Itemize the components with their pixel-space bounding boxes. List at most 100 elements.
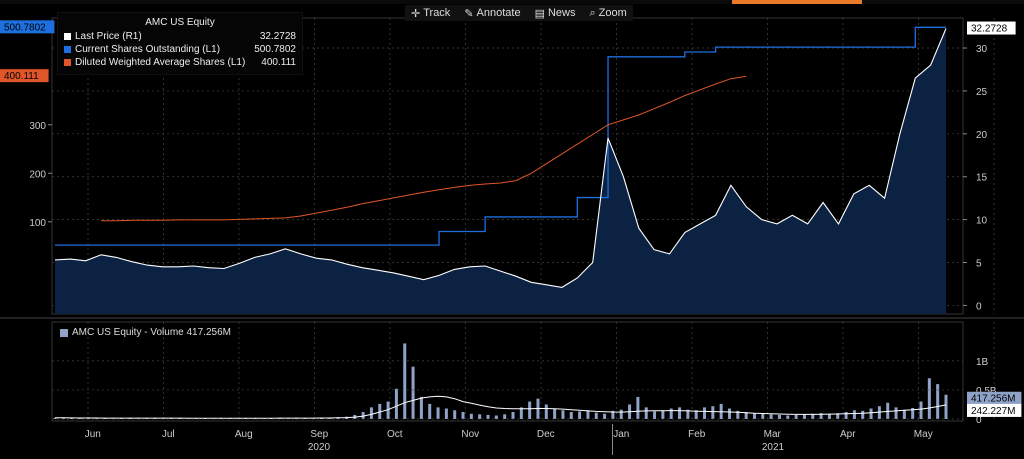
volume-swatch-icon	[60, 328, 68, 337]
legend-label: Last Price (R1)	[75, 31, 142, 42]
left-tick-label: 300	[29, 121, 46, 132]
volume-bar	[603, 413, 607, 419]
right-tick-label: 10	[976, 216, 988, 227]
volume-bar	[436, 407, 440, 419]
volume-bar	[794, 414, 798, 419]
volume-bar	[653, 411, 657, 419]
track-label: Track	[423, 7, 451, 19]
volume-bar	[644, 407, 648, 419]
news-button[interactable]: ▤ News	[529, 5, 582, 21]
zoom-button[interactable]: ⌕ Zoom	[584, 5, 633, 21]
volume-bar	[902, 409, 906, 419]
volume-legend[interactable]: AMC US Equity - Volume 417.256M	[60, 327, 231, 338]
legend-swatch-icon	[64, 46, 71, 53]
volume-bar	[786, 415, 790, 419]
volume-bar	[528, 401, 532, 419]
volume-bar	[578, 411, 582, 419]
volume-bar	[378, 403, 382, 419]
volume-bar	[694, 410, 698, 419]
left-tick-label: 100	[29, 218, 46, 229]
volume-bar	[877, 406, 881, 419]
volume-bar	[561, 410, 565, 419]
volume-bar	[852, 410, 856, 419]
volume-bar	[686, 409, 690, 419]
legend-label: Current Shares Outstanding (L1)	[75, 44, 221, 55]
volume-bar	[678, 407, 682, 419]
top-menu-strip	[0, 0, 1024, 4]
volume-tick-label: 0.5B	[976, 386, 997, 397]
volume-bar	[411, 366, 415, 419]
volume-bar	[70, 417, 74, 419]
volume-bar	[53, 417, 57, 419]
legend-value: 400.111	[261, 57, 296, 68]
chart-toolbar: ✛ Track ✎ Annotate ▤ News ⌕ Zoom	[405, 5, 633, 21]
right-tick-label: 5	[976, 259, 982, 270]
volume-bar	[361, 412, 365, 419]
volume-bar	[619, 409, 623, 419]
track-button[interactable]: ✛ Track	[405, 5, 456, 21]
month-label: Apr	[840, 429, 856, 440]
volume-bar	[844, 412, 848, 419]
volume-panel-frame	[51, 321, 964, 422]
flag-volume-average-text: 242.227M	[971, 406, 1015, 417]
right-tick-label: 15	[976, 173, 988, 184]
security-field-tab[interactable]	[732, 0, 862, 4]
shares-outstanding-line	[55, 26, 946, 246]
volume-bar	[245, 418, 249, 419]
volume-bar	[927, 378, 931, 419]
volume-bar	[886, 402, 890, 419]
month-label: Oct	[387, 429, 403, 440]
month-label: Feb	[688, 429, 706, 440]
price-area	[55, 28, 946, 314]
month-label: Jul	[162, 429, 175, 440]
volume-bar	[636, 396, 640, 419]
volume-bar	[386, 401, 390, 419]
volume-bar	[894, 407, 898, 419]
annotate-label: Annotate	[476, 7, 521, 19]
price-legend: AMC US Equity Last Price (R1) 32.2728 Cu…	[57, 12, 303, 75]
volume-bar	[836, 413, 840, 419]
volume-bar	[944, 394, 948, 419]
month-label: Jan	[613, 429, 629, 440]
volume-bar	[469, 413, 473, 419]
volume-bar	[777, 414, 781, 419]
legend-row-last-price[interactable]: Last Price (R1) 32.2728	[64, 30, 296, 43]
flag-shares-outstanding-box	[0, 20, 55, 34]
volume-bar	[403, 343, 407, 419]
pencil-icon: ✎	[464, 7, 474, 20]
flag-diluted-shares-box	[0, 69, 49, 83]
volume-bar	[369, 407, 373, 419]
flag-diluted-shares-text: 400.111	[4, 71, 39, 82]
volume-bar	[544, 404, 548, 419]
volume-bar	[811, 413, 815, 419]
volume-bar	[503, 414, 507, 419]
volume-bar	[61, 417, 65, 419]
month-label: Mar	[764, 429, 782, 440]
legend-row-shares-outstanding[interactable]: Current Shares Outstanding (L1) 500.7802	[64, 43, 296, 56]
legend-swatch-icon	[64, 59, 71, 66]
right-tick-label: 20	[976, 130, 988, 141]
legend-title: AMC US Equity	[145, 17, 215, 28]
legend-row-diluted-shares[interactable]: Diluted Weighted Average Shares (L1) 400…	[64, 56, 296, 69]
legend-value: 32.2728	[259, 31, 296, 42]
volume-bar	[744, 412, 748, 419]
month-label: Sep	[310, 429, 328, 440]
volume-bar	[711, 406, 715, 419]
right-tick-label: 0	[976, 301, 982, 312]
annotate-button[interactable]: ✎ Annotate	[458, 5, 526, 21]
flag-last-price-box	[967, 21, 1016, 35]
right-tick-label: 25	[976, 87, 988, 98]
volume-bar	[553, 408, 557, 419]
volume-bar	[145, 418, 149, 419]
flag-diluted-shares: 400.111	[0, 69, 49, 83]
diluted-shares-line	[101, 75, 747, 222]
volume-bar	[494, 415, 498, 419]
month-label: Dec	[537, 429, 555, 440]
volume-bar	[444, 408, 448, 419]
volume-bar	[478, 414, 482, 419]
flag-volume-average-box	[967, 403, 1022, 417]
volume-bar	[511, 412, 515, 419]
flag-volume-text: 417.256M	[971, 394, 1015, 405]
volume-average-line	[55, 395, 947, 419]
news-icon: ▤	[534, 7, 545, 20]
